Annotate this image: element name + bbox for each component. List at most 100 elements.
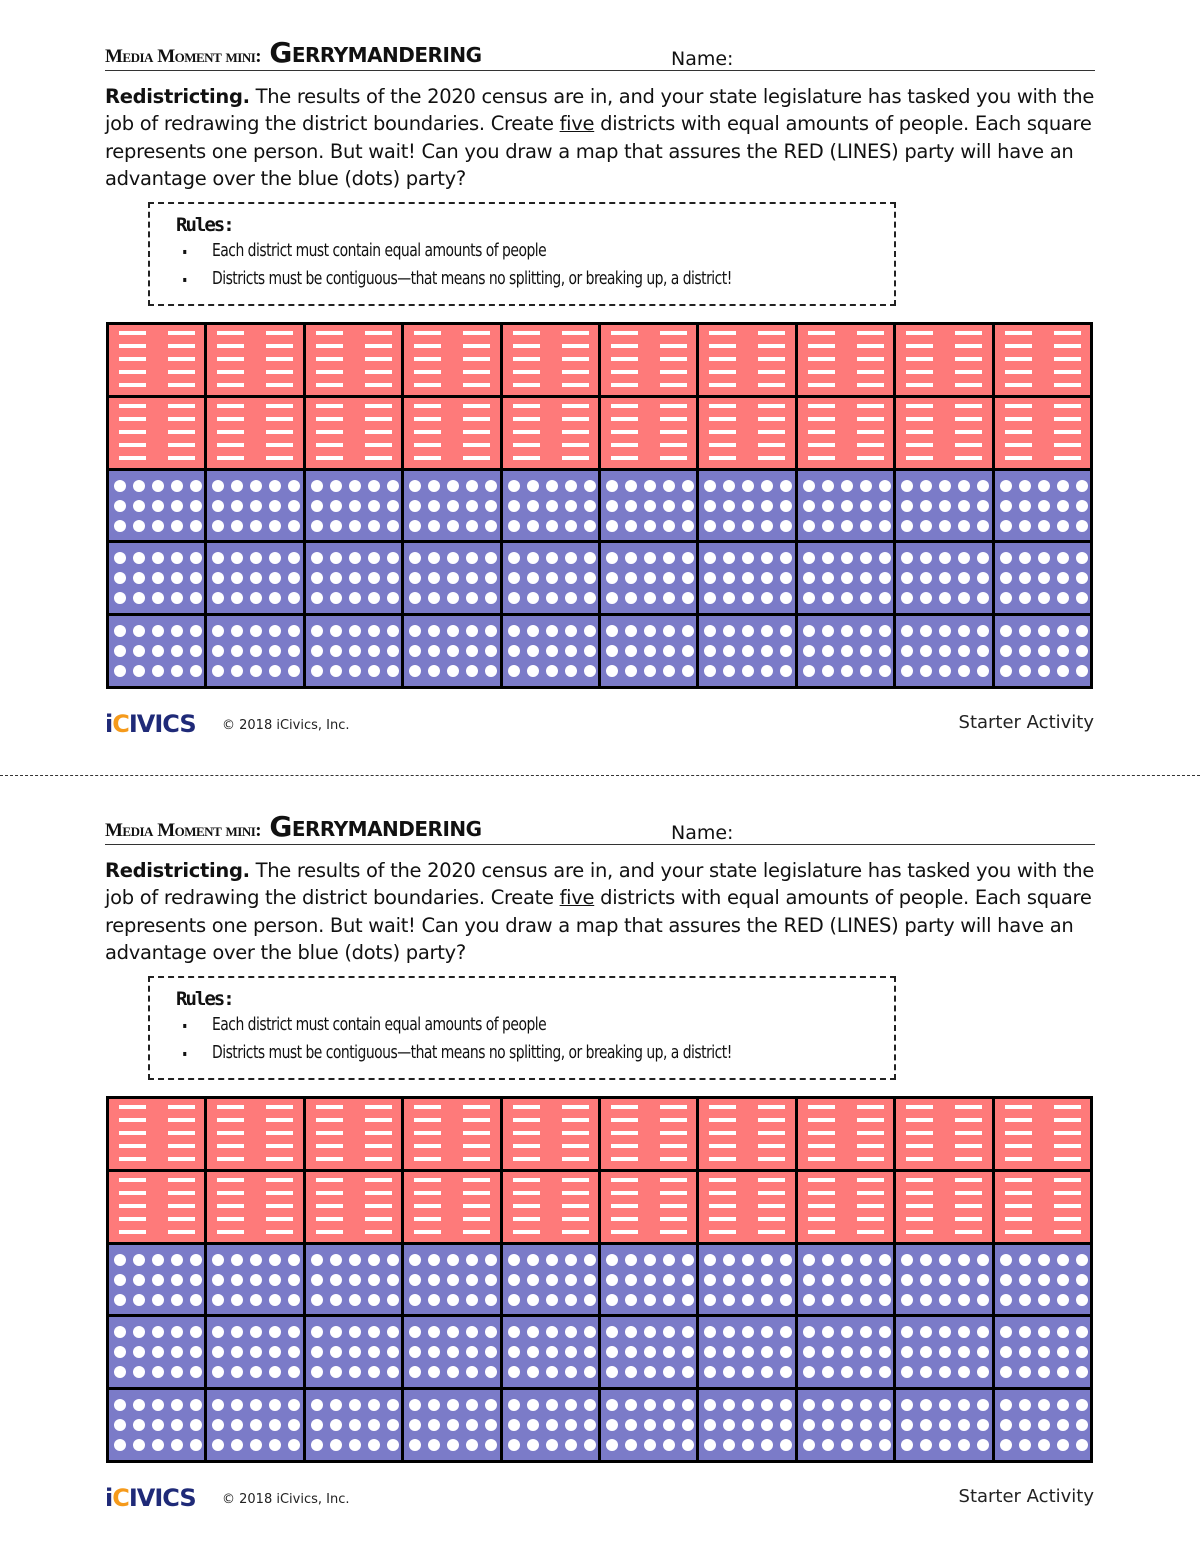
blue-district-square[interactable] [109, 543, 205, 614]
red-district-square[interactable] [109, 1171, 205, 1242]
red-district-square[interactable] [994, 1099, 1090, 1169]
red-district-square[interactable] [502, 1171, 598, 1242]
red-district-square[interactable] [797, 325, 894, 395]
blue-district-square[interactable] [699, 1390, 795, 1460]
blue-district-square[interactable] [207, 1390, 303, 1460]
blue-district-square[interactable] [109, 1244, 205, 1315]
blue-district-square[interactable] [305, 543, 402, 614]
blue-district-square[interactable] [404, 543, 500, 614]
blue-district-square[interactable] [305, 470, 402, 541]
red-district-square[interactable] [994, 325, 1090, 395]
blue-district-square[interactable] [994, 543, 1090, 614]
blue-district-square[interactable] [994, 470, 1090, 541]
blue-district-square[interactable] [601, 1317, 697, 1388]
blue-district-square[interactable] [797, 616, 894, 686]
red-district-square[interactable] [601, 397, 697, 468]
red-district-square[interactable] [109, 1099, 205, 1169]
blue-district-square[interactable] [207, 616, 303, 686]
blue-district-square[interactable] [207, 543, 303, 614]
blue-district-square[interactable] [797, 543, 894, 614]
blue-district-square[interactable] [994, 1390, 1090, 1460]
red-district-square[interactable] [502, 1099, 598, 1169]
red-district-square[interactable] [305, 1099, 402, 1169]
red-district-square[interactable] [404, 397, 500, 468]
red-district-square[interactable] [896, 1099, 992, 1169]
blue-district-square[interactable] [896, 1244, 992, 1315]
blue-district-square[interactable] [896, 1317, 992, 1388]
red-district-square[interactable] [601, 325, 697, 395]
red-district-square[interactable] [502, 397, 598, 468]
red-district-square[interactable] [502, 325, 598, 395]
name-field[interactable]: Name: [671, 822, 734, 844]
blue-district-square[interactable] [305, 1244, 402, 1315]
blue-district-square[interactable] [797, 1390, 894, 1460]
population-grid[interactable] [106, 322, 1093, 689]
blue-district-square[interactable] [109, 470, 205, 541]
red-district-square[interactable] [305, 397, 402, 468]
red-district-square[interactable] [994, 397, 1090, 468]
red-district-square[interactable] [305, 325, 402, 395]
blue-district-square[interactable] [994, 1244, 1090, 1315]
blue-district-square[interactable] [896, 470, 992, 541]
red-district-square[interactable] [601, 1171, 697, 1242]
blue-district-square[interactable] [896, 1390, 992, 1460]
red-district-square[interactable] [404, 1099, 500, 1169]
blue-district-square[interactable] [797, 1317, 894, 1388]
red-district-square[interactable] [896, 397, 992, 468]
blue-district-square[interactable] [109, 616, 205, 686]
red-district-square[interactable] [305, 1171, 402, 1242]
blue-district-square[interactable] [502, 1317, 598, 1388]
blue-district-square[interactable] [601, 616, 697, 686]
red-district-square[interactable] [797, 397, 894, 468]
blue-district-square[interactable] [502, 1390, 598, 1460]
red-district-square[interactable] [207, 1171, 303, 1242]
blue-district-square[interactable] [404, 470, 500, 541]
red-district-square[interactable] [404, 1171, 500, 1242]
blue-district-square[interactable] [699, 543, 795, 614]
blue-district-square[interactable] [109, 1317, 205, 1388]
red-district-square[interactable] [109, 397, 205, 468]
red-district-square[interactable] [896, 325, 992, 395]
blue-district-square[interactable] [601, 543, 697, 614]
blue-district-square[interactable] [994, 616, 1090, 686]
blue-district-square[interactable] [502, 543, 598, 614]
red-district-square[interactable] [207, 397, 303, 468]
blue-district-square[interactable] [207, 1244, 303, 1315]
red-district-square[interactable] [699, 325, 795, 395]
red-district-square[interactable] [994, 1171, 1090, 1242]
red-district-square[interactable] [601, 1099, 697, 1169]
blue-district-square[interactable] [109, 1390, 205, 1460]
red-district-square[interactable] [207, 1099, 303, 1169]
blue-district-square[interactable] [305, 616, 402, 686]
blue-district-square[interactable] [305, 1317, 402, 1388]
blue-district-square[interactable] [207, 1317, 303, 1388]
red-district-square[interactable] [797, 1099, 894, 1169]
blue-district-square[interactable] [404, 1317, 500, 1388]
blue-district-square[interactable] [305, 1390, 402, 1460]
blue-district-square[interactable] [502, 1244, 598, 1315]
blue-district-square[interactable] [601, 470, 697, 541]
blue-district-square[interactable] [896, 616, 992, 686]
red-district-square[interactable] [699, 397, 795, 468]
blue-district-square[interactable] [797, 470, 894, 541]
blue-district-square[interactable] [896, 543, 992, 614]
red-district-square[interactable] [797, 1171, 894, 1242]
blue-district-square[interactable] [699, 616, 795, 686]
red-district-square[interactable] [207, 325, 303, 395]
blue-district-square[interactable] [404, 616, 500, 686]
red-district-square[interactable] [896, 1171, 992, 1242]
blue-district-square[interactable] [601, 1390, 697, 1460]
blue-district-square[interactable] [797, 1244, 894, 1315]
red-district-square[interactable] [699, 1171, 795, 1242]
blue-district-square[interactable] [404, 1244, 500, 1315]
population-grid[interactable] [106, 1096, 1093, 1463]
blue-district-square[interactable] [699, 470, 795, 541]
name-field[interactable]: Name: [671, 48, 734, 70]
blue-district-square[interactable] [502, 470, 598, 541]
blue-district-square[interactable] [404, 1390, 500, 1460]
blue-district-square[interactable] [699, 1244, 795, 1315]
blue-district-square[interactable] [207, 470, 303, 541]
red-district-square[interactable] [404, 325, 500, 395]
blue-district-square[interactable] [502, 616, 598, 686]
blue-district-square[interactable] [699, 1317, 795, 1388]
